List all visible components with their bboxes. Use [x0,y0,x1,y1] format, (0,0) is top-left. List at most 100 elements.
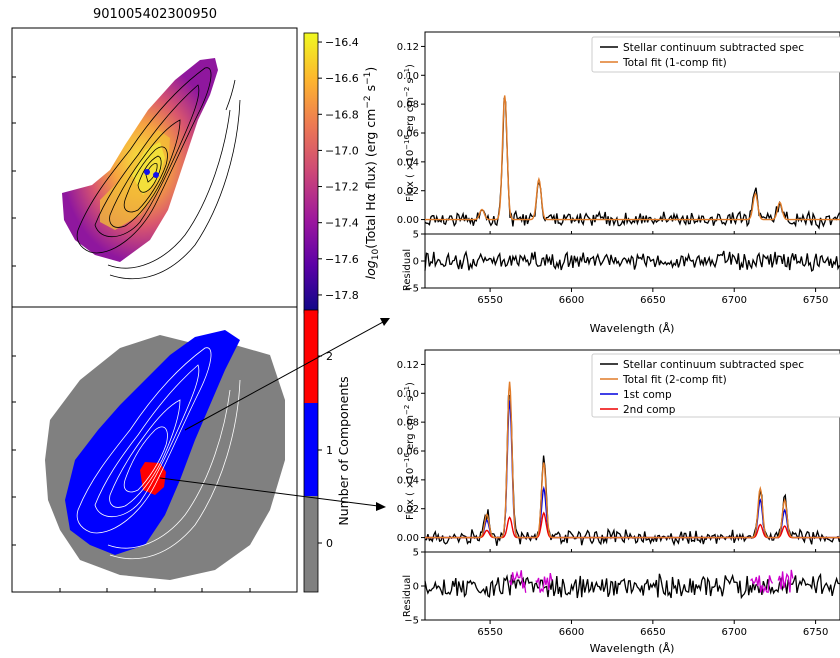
colorbar-segment-two [304,310,318,403]
spectrum-2comp-yticks: 0.00 0.02 0.04 0.06 0.08 0.10 0.12 [397,360,425,544]
flux-colorbar-tick-label: −17.6 [325,253,359,266]
total-fit-line [425,381,840,539]
ytick-label: 0.02 [397,186,419,197]
arrow-head-top [380,318,390,326]
ytick-label: 0.12 [397,360,419,371]
flux-colorbar-tick-label: −16.8 [325,108,359,121]
spectrum-1comp-panel: 0.00 0.02 0.04 0.06 0.08 0.10 0.12 −5 0 5 6550 66… [397,31,840,335]
residual-highlight-line [508,570,527,593]
legend-entry-fit: Total fit (1-comp fit) [622,57,727,69]
xtick-label: 6700 [721,295,746,306]
residual-ytick-label: −5 [404,616,419,627]
ytick-label: 0.06 [397,447,419,458]
residual-ytick-label: 5 [413,230,419,241]
ytick-label: 0.04 [397,157,419,168]
residual-highlight-line [777,569,794,593]
residual-1comp-yticks: −5 0 5 [404,230,425,295]
ytick-label: 0.08 [397,418,419,429]
xtick-label: 6750 [803,295,828,306]
ytick-label: 0.08 [397,100,419,111]
xtick-label: 6650 [640,627,665,638]
components-tick-0: 0 [326,537,333,550]
xtick-label: 6700 [721,627,746,638]
arrow-to-bottom-spectrum [159,477,379,507]
spectrum-2comp-plot [424,381,840,600]
residual-line [424,572,840,600]
flux-colorbar: −16.4 −16.6 −16.8 −17.0 −17.2 −17.4 −17.6 −17.8… [303,32,381,314]
ytick-label: 0.06 [397,129,419,140]
spectrum-2comp-xlabel: Wavelength (Å) [590,642,675,655]
flux-colorbar-tick-label: −17.0 [325,144,359,157]
components-map-ticks [12,355,251,592]
ytick-label: 0.10 [397,389,419,400]
flux-colorbar-tick-label: −17.4 [325,217,359,230]
components-colorbar-label: Number of Components [336,376,351,525]
ytick-label: 0.00 [397,533,419,544]
flux-colorbar-tick-label: −16.4 [325,36,359,49]
residual-ytick-label: −5 [404,284,419,295]
ytick-label: 0.00 [397,215,419,226]
peak-marker [153,172,159,178]
colorbar-segment-one [304,403,318,496]
xtick-label: 6550 [477,627,502,638]
legend-entry-fit: Total fit (2-comp fit) [622,374,727,386]
residual-2comp-frame [424,551,840,621]
xtick-label: 6550 [477,295,502,306]
spectrum-2comp-panel: 0.00 0.02 0.04 0.06 0.08 0.10 0.12 −5 0 5 6550 66… [397,349,840,655]
residual-highlight-line [535,572,553,593]
legend-entry-comp1: 1st comp [623,389,672,401]
flux-map-pixels [62,58,241,280]
figure-title: 901005402300950 [93,7,217,22]
flux-colorbar-ticks: −16.4 −16.6 −16.8 −17.0 −17.2 −17.4 −17.6 −17.8 [318,36,359,302]
xtick-label: 6600 [559,627,584,638]
xtick-label: 6750 [803,627,828,638]
xtick-label: 6600 [559,295,584,306]
observed-spectrum-line [424,97,840,230]
residual-line [424,250,840,273]
legend-entry-spec: Stellar continuum subtracted spec [623,359,804,371]
arrow-head-bottom [376,502,386,511]
ytick-label: 0.12 [397,42,419,53]
residual-1comp-ylabel: Residual [402,249,413,291]
observed-spectrum-line [424,394,840,547]
residual-2comp-ylabel: Residual [402,575,413,617]
spectrum-2comp-ylabel: Flux ( ×10−16 erg cm−2 s−1) [403,382,416,520]
flux-colorbar-tick-label: −17.2 [325,181,359,194]
spectrum-1comp-xlabel: Wavelength (Å) [590,322,675,335]
components-tick-2: 2 [326,350,333,363]
residual-2comp-yticks: −5 0 5 [404,548,425,627]
center-marker [144,169,150,175]
components-contours [76,347,241,560]
residual-ytick-label: 0 [413,582,419,593]
ytick-label: 0.02 [397,504,419,515]
components-colorbar: 2 1 0 Number of Components [303,309,351,593]
components-map-pixels [45,330,285,580]
spectrum-1comp-yticks: 0.00 0.02 0.04 0.06 0.08 0.10 0.12 [397,42,425,226]
residual-ytick-label: 0 [413,257,419,268]
legend-entry-comp2: 2nd comp [623,404,676,416]
flux-colorbar-tick-label: −17.8 [325,289,359,302]
components-tick-1: 1 [326,444,333,457]
spectrum-2comp-legend: Stellar continuum subtracted spec Total … [591,353,840,418]
spectrum-1comp-xticks: 6550 6600 6650 6700 6750 [477,231,828,306]
spectrum-1comp-ylabel: Flux ( ×10−16 erg cm−2 s−1) [403,64,416,202]
spectrum-1comp-legend: Stellar continuum subtracted spec Total … [591,36,840,73]
flux-colorbar-tick-label: −16.6 [325,72,359,85]
annotation-arrows [159,318,390,511]
components-map-panel [11,306,298,593]
ytick-label: 0.04 [397,475,419,486]
flux-contours [76,67,241,280]
flux-map-panel [11,27,298,314]
total-fit-line [425,95,840,221]
xtick-label: 6650 [640,295,665,306]
flux-colorbar-label: log10(Total Hα flux) (erg cm−2 s−1) [363,67,381,280]
residual-ytick-label: 5 [413,548,419,559]
residual-highlight-line [750,575,774,595]
colorbar-segment-zero [304,496,318,592]
arrow-to-top-spectrum [184,321,384,431]
legend-entry-spec: Stellar continuum subtracted spec [623,42,804,54]
spectrum-1comp-plot [424,95,840,273]
ytick-label: 0.10 [397,71,419,82]
spectrum-2comp-xticks: 6550 6600 6650 6700 6750 [477,549,828,638]
